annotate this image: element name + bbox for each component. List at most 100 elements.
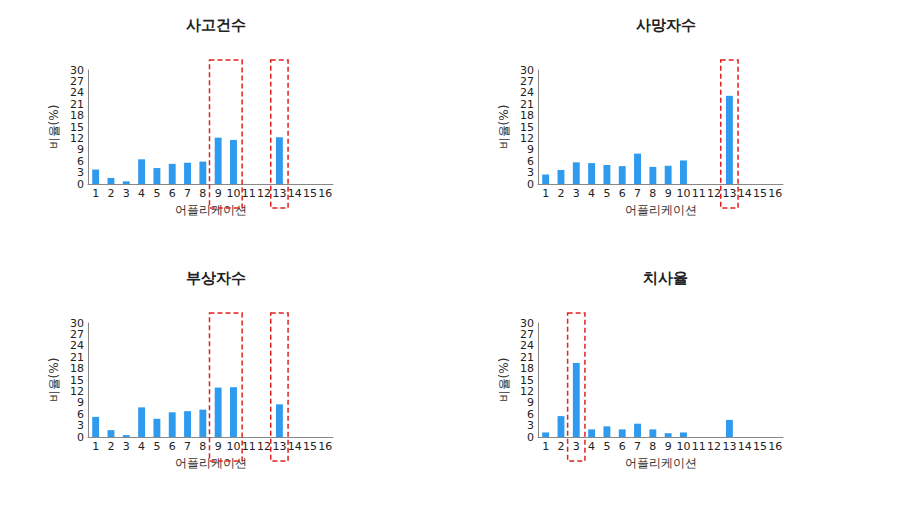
svg-text:6: 6 (77, 408, 84, 421)
svg-text:12: 12 (520, 385, 534, 398)
svg-text:21: 21 (520, 351, 534, 364)
svg-text:어플리케이션: 어플리케이션 (175, 456, 247, 470)
svg-text:8: 8 (649, 440, 656, 453)
svg-text:0: 0 (527, 178, 534, 191)
svg-text:0: 0 (527, 431, 534, 444)
svg-text:5: 5 (603, 440, 610, 453)
svg-text:27: 27 (520, 328, 534, 341)
svg-text:3: 3 (527, 166, 534, 179)
svg-text:6: 6 (527, 155, 534, 168)
svg-text:4: 4 (588, 187, 595, 200)
svg-text:8: 8 (649, 187, 656, 200)
svg-text:7: 7 (184, 187, 191, 200)
svg-text:6: 6 (527, 408, 534, 421)
svg-text:1: 1 (92, 440, 99, 453)
svg-text:9: 9 (215, 440, 222, 453)
svg-text:30: 30 (520, 64, 534, 77)
svg-text:6: 6 (169, 440, 176, 453)
svg-text:16: 16 (768, 440, 782, 453)
svg-text:15: 15 (70, 374, 84, 387)
svg-text:8: 8 (199, 187, 206, 200)
svg-text:5: 5 (153, 440, 160, 453)
svg-text:부상자수: 부상자수 (186, 269, 246, 287)
svg-text:어플리케이션: 어플리케이션 (625, 456, 697, 470)
svg-text:사고건수: 사고건수 (186, 16, 246, 34)
svg-text:21: 21 (520, 98, 534, 111)
svg-text:9: 9 (215, 187, 222, 200)
svg-text:3: 3 (573, 440, 580, 453)
svg-text:5: 5 (603, 187, 610, 200)
svg-text:13: 13 (722, 187, 736, 200)
svg-text:24: 24 (70, 339, 84, 352)
svg-text:15: 15 (520, 121, 534, 134)
svg-text:9: 9 (665, 187, 672, 200)
svg-text:비율(%): 비율(%) (497, 358, 511, 403)
svg-text:사망자수: 사망자수 (636, 16, 696, 34)
svg-text:비율(%): 비율(%) (497, 105, 511, 150)
svg-text:6: 6 (619, 440, 626, 453)
svg-text:9: 9 (527, 143, 534, 156)
svg-text:11: 11 (692, 187, 706, 200)
svg-text:15: 15 (303, 440, 317, 453)
svg-text:3: 3 (123, 187, 130, 200)
svg-text:16: 16 (318, 187, 332, 200)
svg-text:2: 2 (557, 440, 564, 453)
svg-text:9: 9 (665, 440, 672, 453)
svg-text:16: 16 (768, 187, 782, 200)
svg-text:14: 14 (738, 440, 752, 453)
svg-text:7: 7 (634, 440, 641, 453)
svg-text:6: 6 (77, 155, 84, 168)
svg-text:1: 1 (92, 187, 99, 200)
svg-text:12: 12 (70, 132, 84, 145)
svg-text:0: 0 (77, 431, 84, 444)
svg-text:12: 12 (707, 440, 721, 453)
svg-text:비율(%): 비율(%) (47, 105, 61, 150)
svg-text:1: 1 (542, 187, 549, 200)
svg-text:6: 6 (619, 187, 626, 200)
svg-text:9: 9 (527, 396, 534, 409)
svg-text:15: 15 (753, 440, 767, 453)
svg-text:3: 3 (527, 419, 534, 432)
svg-text:2: 2 (557, 187, 564, 200)
svg-text:18: 18 (70, 109, 84, 122)
svg-text:2: 2 (107, 187, 114, 200)
svg-text:21: 21 (70, 351, 84, 364)
svg-text:15: 15 (520, 374, 534, 387)
svg-text:13: 13 (722, 440, 736, 453)
svg-text:18: 18 (520, 362, 534, 375)
svg-text:24: 24 (70, 86, 84, 99)
svg-text:14: 14 (738, 187, 752, 200)
svg-text:11: 11 (242, 187, 256, 200)
svg-text:비율(%): 비율(%) (47, 358, 61, 403)
svg-text:16: 16 (318, 440, 332, 453)
svg-text:24: 24 (520, 339, 534, 352)
svg-text:11: 11 (242, 440, 256, 453)
svg-text:27: 27 (70, 328, 84, 341)
svg-text:6: 6 (169, 187, 176, 200)
svg-text:9: 9 (77, 396, 84, 409)
svg-text:8: 8 (199, 440, 206, 453)
svg-text:21: 21 (70, 98, 84, 111)
svg-text:2: 2 (107, 440, 114, 453)
svg-text:9: 9 (77, 143, 84, 156)
svg-text:18: 18 (70, 362, 84, 375)
svg-text:3: 3 (123, 440, 130, 453)
svg-text:13: 13 (272, 187, 286, 200)
svg-text:4: 4 (138, 440, 145, 453)
svg-text:3: 3 (77, 166, 84, 179)
svg-text:10: 10 (676, 440, 690, 453)
svg-text:4: 4 (588, 440, 595, 453)
svg-text:3: 3 (573, 187, 580, 200)
svg-text:18: 18 (520, 109, 534, 122)
svg-text:어플리케이션: 어플리케이션 (625, 203, 697, 217)
svg-text:30: 30 (70, 317, 84, 330)
svg-text:치사율: 치사율 (643, 269, 688, 287)
svg-text:12: 12 (257, 187, 271, 200)
svg-text:5: 5 (153, 187, 160, 200)
svg-text:1: 1 (542, 440, 549, 453)
svg-text:10: 10 (226, 440, 240, 453)
svg-text:14: 14 (288, 440, 302, 453)
svg-text:4: 4 (138, 187, 145, 200)
svg-text:27: 27 (70, 75, 84, 88)
svg-text:15: 15 (70, 121, 84, 134)
